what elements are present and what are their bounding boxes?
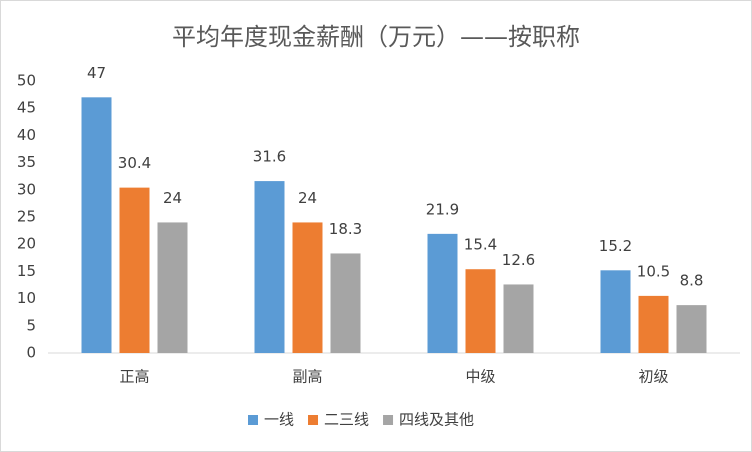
data-label: 30.4 xyxy=(118,154,151,172)
legend-label: 四线及其他 xyxy=(399,411,474,429)
data-label: 8.8 xyxy=(680,272,704,290)
bar xyxy=(600,270,631,353)
legend-swatch xyxy=(308,415,319,425)
legend-label: 一线 xyxy=(264,411,294,429)
data-label: 10.5 xyxy=(637,262,670,280)
y-tick-label: 40 xyxy=(17,126,36,144)
bar xyxy=(676,305,707,353)
data-label: 31.6 xyxy=(253,148,286,166)
x-tick-label: 副高 xyxy=(292,368,322,386)
legend-swatch xyxy=(383,415,394,425)
x-tick-label: 初级 xyxy=(638,368,668,386)
bar xyxy=(292,222,323,353)
bar xyxy=(119,187,150,353)
y-tick-label: 0 xyxy=(26,344,36,362)
y-tick-label: 35 xyxy=(17,153,36,171)
bar xyxy=(157,222,188,353)
data-label: 18.3 xyxy=(329,220,362,238)
data-label: 47 xyxy=(87,64,106,82)
y-tick-label: 15 xyxy=(17,262,36,280)
bar xyxy=(330,253,361,353)
y-tick-label: 30 xyxy=(17,180,36,198)
chart-title: 平均年度现金薪酬（万元）——按职称 xyxy=(172,23,580,51)
legend-label: 二三线 xyxy=(324,411,369,429)
data-label: 21.9 xyxy=(426,200,459,218)
x-tick-label: 正高 xyxy=(119,368,149,386)
data-label: 24 xyxy=(163,189,182,207)
y-tick-label: 5 xyxy=(26,316,36,334)
x-tick-label: 中级 xyxy=(465,368,495,386)
bar xyxy=(427,233,458,353)
bar xyxy=(638,295,669,353)
y-tick-label: 45 xyxy=(17,99,36,117)
bar xyxy=(254,181,285,353)
bar xyxy=(81,97,112,353)
y-tick-label: 50 xyxy=(17,72,36,90)
data-label: 15.4 xyxy=(464,236,497,254)
y-tick-label: 20 xyxy=(17,235,36,253)
y-tick-label: 25 xyxy=(17,208,36,226)
y-tick-label: 10 xyxy=(17,289,36,307)
data-label: 24 xyxy=(298,189,317,207)
data-label: 15.2 xyxy=(599,237,632,255)
bar xyxy=(465,269,496,353)
bar xyxy=(503,284,534,353)
legend-swatch xyxy=(248,415,258,425)
data-label: 12.6 xyxy=(502,251,535,269)
